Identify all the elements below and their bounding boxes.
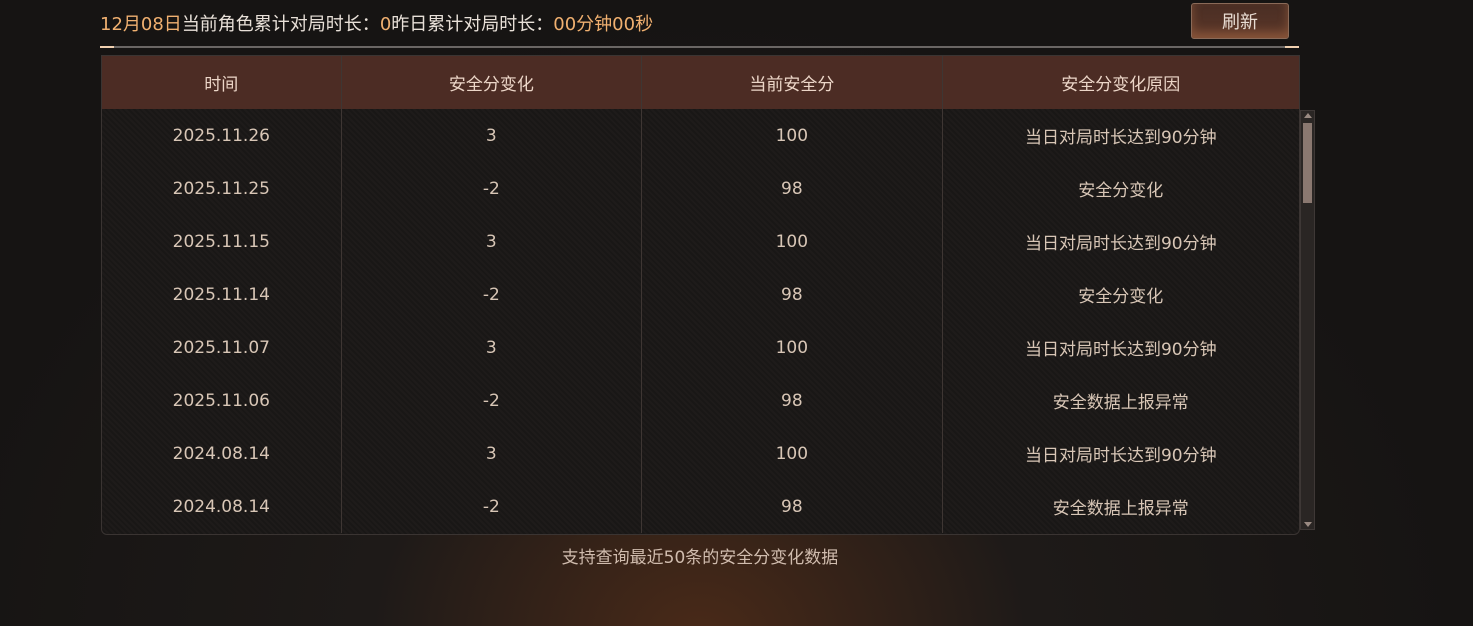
table-cell: 100 [642, 109, 943, 162]
table-cell: 100 [642, 215, 943, 268]
table-row: 2025.11.25 -2 98 安全分变化 [102, 162, 1299, 215]
table-cell: 98 [642, 480, 943, 533]
table-row: 2025.11.15 3 100 当日对局时长达到90分钟 [102, 215, 1299, 268]
table-row: 2025.11.14 -2 98 安全分变化 [102, 268, 1299, 321]
table-cell: 当日对局时长达到90分钟 [1024, 340, 1217, 360]
table-cell: 安全分变化 [1078, 287, 1164, 307]
table-row: 2025.11.07 3 100 当日对局时长达到90分钟 [102, 321, 1299, 374]
score-history-table: 时间 安全分变化 当前安全分 安全分变化原因 2025.11.26 3 100 当日对局时长… [101, 55, 1300, 535]
table-cell: 当日对局时长达到90分钟 [1024, 128, 1217, 148]
current-playtime-value: 0 [379, 14, 392, 35]
scroll-up-icon[interactable] [1304, 113, 1312, 118]
column-header: 安全分变化 [342, 56, 643, 109]
table-header: 时间 安全分变化 当前安全分 安全分变化原因 [102, 56, 1299, 109]
playtime-summary: 12月08日当前角色累计对局时长：0昨日累计对局时长：00分钟00秒 [100, 10, 653, 36]
column-header: 当前安全分 [642, 56, 943, 109]
table-cell: 98 [642, 268, 943, 321]
column-header: 安全分变化原因 [1061, 75, 1181, 95]
table-cell: 2024.08.14 [102, 480, 342, 533]
table-row: 2025.11.26 3 100 当日对局时长达到90分钟 [102, 109, 1299, 162]
table-cell: -2 [342, 480, 643, 533]
table-cell: 98 [642, 374, 943, 427]
table-row: 2025.11.06 -2 98 安全数据上报异常 [102, 374, 1299, 427]
table-cell: 3 [342, 321, 643, 374]
table-cell: -2 [342, 268, 643, 321]
table-cell: 2025.11.25 [102, 162, 342, 215]
table-cell: 100 [642, 321, 943, 374]
column-header: 时间 [102, 56, 342, 109]
footer-note: 支持查询最近50条的安全分变化数据 [561, 548, 839, 568]
table-row: 2024.08.14 3 100 当日对局时长达到90分钟 [102, 427, 1299, 480]
table-cell: 2025.11.26 [102, 109, 342, 162]
table-row: 2024.08.14 -2 98 安全数据上报异常 [102, 480, 1299, 533]
refresh-button[interactable]: 刷新 [1191, 3, 1289, 39]
table-cell: 3 [342, 109, 643, 162]
table-cell: 2025.11.15 [102, 215, 342, 268]
table-cell: 3 [342, 215, 643, 268]
table-cell: -2 [342, 374, 643, 427]
yesterday-playtime-label: 昨日累计对局时长： [391, 14, 554, 35]
table-cell: 2025.11.06 [102, 374, 342, 427]
scrollbar-thumb[interactable] [1303, 123, 1312, 203]
table-cell: -2 [342, 162, 643, 215]
date: 12月08日 [100, 14, 182, 35]
table-cell: 2024.08.14 [102, 427, 342, 480]
yesterday-playtime-value: 00分钟00秒 [553, 14, 654, 35]
table-cell: 安全数据上报异常 [1052, 499, 1189, 519]
table-cell: 安全分变化 [1078, 181, 1164, 201]
scroll-down-icon[interactable] [1304, 522, 1312, 527]
table-cell: 98 [642, 162, 943, 215]
table-cell: 安全数据上报异常 [1052, 393, 1189, 413]
table-cell: 3 [342, 427, 643, 480]
table-cell: 当日对局时长达到90分钟 [1024, 234, 1217, 254]
table-cell: 100 [642, 427, 943, 480]
table-cell: 当日对局时长达到90分钟 [1024, 446, 1217, 466]
scrollbar[interactable] [1300, 110, 1315, 530]
table-cell: 2025.11.14 [102, 268, 342, 321]
table-cell: 2025.11.07 [102, 321, 342, 374]
divider [100, 46, 1299, 48]
current-playtime-label: 当前角色累计对局时长： [181, 14, 380, 35]
